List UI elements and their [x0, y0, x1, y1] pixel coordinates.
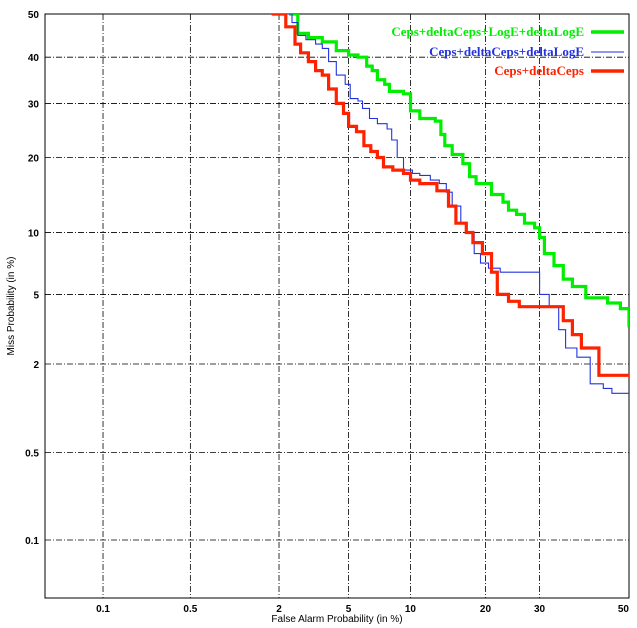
grid-lines: [45, 14, 629, 598]
x-tick-label: 5: [346, 604, 352, 615]
y-tick-label: 40: [28, 53, 40, 64]
x-tick-label: 50: [618, 604, 630, 615]
x-tick-label: 20: [480, 604, 492, 615]
x-tick-label: 0.1: [96, 604, 110, 615]
series-lines: [271, 14, 629, 394]
x-axis-label: False Alarm Probability (in %): [271, 614, 402, 625]
y-axis-ticks: 0.1 0.5 2 5 10 20 30 40 50: [25, 10, 39, 547]
y-tick-label: 5: [33, 290, 39, 301]
legend-label-2: Ceps+deltaCeps+deltaLogE: [429, 44, 584, 59]
x-tick-label: 10: [405, 604, 417, 615]
legend-label-1: Ceps+deltaCeps+LogE+deltaLogE: [391, 24, 584, 39]
y-tick-label: 50: [28, 10, 40, 21]
y-axis-label: Miss Probability (in %): [6, 257, 17, 356]
x-tick-label: 2: [276, 604, 282, 615]
plot-frame: [44, 13, 630, 599]
legend-label-3: Ceps+deltaCeps: [494, 63, 584, 78]
y-tick-label: 2: [33, 360, 39, 371]
x-tick-label: 0.5: [183, 604, 197, 615]
y-tick-label: 0.5: [25, 449, 39, 460]
x-tick-label: 30: [534, 604, 546, 615]
y-tick-label: 30: [28, 99, 40, 110]
y-tick-label: 0.1: [25, 536, 39, 547]
y-tick-label: 10: [28, 229, 40, 240]
series-line-3: [271, 14, 629, 377]
y-tick-label: 20: [28, 154, 40, 165]
legend: Ceps+deltaCeps+LogE+deltaLogE Ceps+deltaC…: [391, 24, 624, 78]
series-line-1: [288, 14, 629, 328]
x-axis-ticks: 0.1 0.5 2 5 10 20 30 50: [96, 604, 629, 615]
